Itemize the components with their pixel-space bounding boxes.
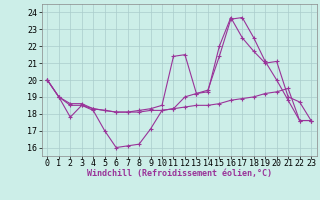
X-axis label: Windchill (Refroidissement éolien,°C): Windchill (Refroidissement éolien,°C) xyxy=(87,169,272,178)
